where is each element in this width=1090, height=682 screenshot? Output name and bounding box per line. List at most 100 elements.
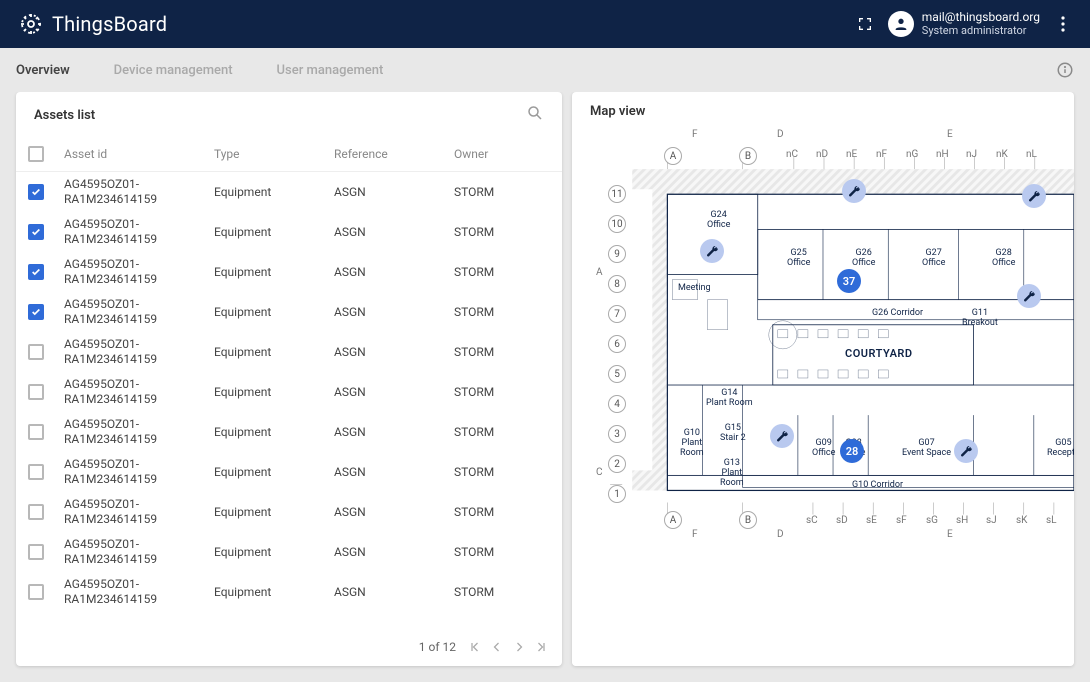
pager: 1 of 12: [16, 632, 562, 666]
pager-last-icon[interactable]: [534, 641, 548, 653]
table-row[interactable]: AG4595OZ01-RA1M234614159 Equipment ASGN …: [16, 372, 562, 412]
map-panel-title: Map view: [590, 104, 645, 119]
table-row[interactable]: AG4595OZ01-RA1M234614159 Equipment ASGN …: [16, 172, 562, 212]
cell-owner: STORM: [454, 225, 554, 239]
axis-bottom-upper: E: [947, 529, 953, 540]
search-icon[interactable]: [526, 104, 544, 126]
cell-type: Equipment: [214, 465, 334, 479]
marker-wrench-icon[interactable]: [770, 424, 794, 448]
axis-top-circle: B: [739, 147, 757, 165]
marker-count[interactable]: 37: [837, 269, 861, 293]
cell-asset-id: AG4595OZ01-RA1M234614159: [64, 337, 214, 367]
axis-top: nG: [906, 149, 918, 160]
room-label: G27Office: [922, 249, 945, 269]
axis-top: nK: [996, 149, 1008, 160]
room-label: G25Office: [787, 249, 810, 269]
checkbox[interactable]: [28, 544, 44, 560]
axis-bottom: sD: [836, 515, 848, 526]
axis-left: 8: [608, 275, 626, 293]
fullscreen-icon[interactable]: [856, 15, 874, 33]
pager-text: 1 of 12: [419, 640, 456, 654]
cell-reference: ASGN: [334, 225, 454, 239]
table-row[interactable]: AG4595OZ01-RA1M234614159 Equipment ASGN …: [16, 532, 562, 572]
brand[interactable]: ThingsBoard: [18, 11, 167, 37]
checkbox[interactable]: [28, 184, 44, 200]
cell-reference: ASGN: [334, 585, 454, 599]
cell-asset-id: AG4595OZ01-RA1M234614159: [64, 497, 214, 527]
checkbox[interactable]: [28, 304, 44, 320]
axis-bottom: sC: [806, 515, 818, 526]
col-asset-id: Asset id: [64, 147, 214, 161]
tab-overview[interactable]: Overview: [16, 57, 70, 84]
table-row[interactable]: AG4595OZ01-RA1M234614159 Equipment ASGN …: [16, 292, 562, 332]
map-panel-head: Map view: [572, 92, 1074, 129]
checkbox[interactable]: [28, 504, 44, 520]
tab-device-management[interactable]: Device management: [114, 57, 233, 84]
checkbox[interactable]: [28, 424, 44, 440]
user-role: System administrator: [922, 25, 1040, 38]
info-icon[interactable]: [1056, 61, 1074, 79]
table-row[interactable]: AG4595OZ01-RA1M234614159 Equipment ASGN …: [16, 452, 562, 492]
table-row[interactable]: AG4595OZ01-RA1M234614159 Equipment ASGN …: [16, 412, 562, 452]
cell-asset-id: AG4595OZ01-RA1M234614159: [64, 417, 214, 447]
axis-left: 4: [608, 395, 626, 413]
axis-left: 5: [608, 365, 626, 383]
marker-wrench-icon[interactable]: [954, 439, 978, 463]
pager-first-icon[interactable]: [468, 641, 482, 653]
checkbox-all[interactable]: [28, 146, 44, 162]
checkbox[interactable]: [28, 224, 44, 240]
marker-wrench-icon[interactable]: [1017, 284, 1041, 308]
axis-top: nJ: [966, 149, 977, 160]
avatar-icon: [888, 11, 914, 37]
cell-owner: STORM: [454, 465, 554, 479]
cell-asset-id: AG4595OZ01-RA1M234614159: [64, 217, 214, 247]
checkbox[interactable]: [28, 584, 44, 600]
cell-reference: ASGN: [334, 305, 454, 319]
table-row[interactable]: AG4595OZ01-RA1M234614159 Equipment ASGN …: [16, 252, 562, 292]
cell-reference: ASGN: [334, 425, 454, 439]
room-label: G28Office: [992, 249, 1015, 269]
cell-owner: STORM: [454, 585, 554, 599]
marker-wrench-icon[interactable]: [1022, 184, 1046, 208]
axis-left: 2: [608, 455, 626, 473]
room-label: G15Stair 2: [720, 424, 746, 444]
axis-top: nL: [1026, 149, 1037, 160]
more-vert-icon[interactable]: [1054, 15, 1072, 33]
checkbox[interactable]: [28, 264, 44, 280]
pager-buttons: [468, 641, 548, 653]
cell-reference: ASGN: [334, 505, 454, 519]
pager-prev-icon[interactable]: [490, 641, 504, 653]
axis-bottom-circle: A: [664, 511, 682, 529]
cell-owner: STORM: [454, 345, 554, 359]
marker-count[interactable]: 28: [840, 439, 864, 463]
cell-reference: ASGN: [334, 345, 454, 359]
user-menu[interactable]: mail@thingsboard.org System administrato…: [888, 11, 1040, 37]
cell-type: Equipment: [214, 185, 334, 199]
floorplan-svg: [572, 129, 1074, 561]
axis-bottom: sL: [1046, 515, 1057, 526]
brand-name: ThingsBoard: [52, 12, 167, 36]
axis-bottom: sJ: [986, 515, 997, 526]
marker-wrench-icon[interactable]: [700, 239, 724, 263]
cell-asset-id: AG4595OZ01-RA1M234614159: [64, 377, 214, 407]
tab-user-management[interactable]: User management: [277, 57, 384, 84]
table-row[interactable]: AG4595OZ01-RA1M234614159 Equipment ASGN …: [16, 572, 562, 612]
cell-type: Equipment: [214, 345, 334, 359]
marker-wrench-icon[interactable]: [842, 179, 866, 203]
axis-top: nH: [936, 149, 949, 160]
checkbox[interactable]: [28, 384, 44, 400]
table-row[interactable]: AG4595OZ01-RA1M234614159 Equipment ASGN …: [16, 492, 562, 532]
cell-owner: STORM: [454, 385, 554, 399]
table-row[interactable]: AG4595OZ01-RA1M234614159 Equipment ASGN …: [16, 212, 562, 252]
table-row[interactable]: AG4595OZ01-RA1M234614159 Equipment ASGN …: [16, 332, 562, 372]
col-reference: Reference: [334, 147, 454, 161]
room-label: G14Plant Room: [706, 389, 753, 409]
checkbox[interactable]: [28, 464, 44, 480]
map-view[interactable]: COURTYARD FDEABnCnDnEnFnGnHnJnKnLABFDEsC…: [572, 129, 1074, 666]
checkbox[interactable]: [28, 344, 44, 360]
axis-bottom: sG: [926, 515, 938, 526]
axis-top: nF: [876, 149, 887, 160]
axis-bottom-upper: F: [692, 529, 698, 540]
pager-next-icon[interactable]: [512, 641, 526, 653]
cell-type: Equipment: [214, 225, 334, 239]
